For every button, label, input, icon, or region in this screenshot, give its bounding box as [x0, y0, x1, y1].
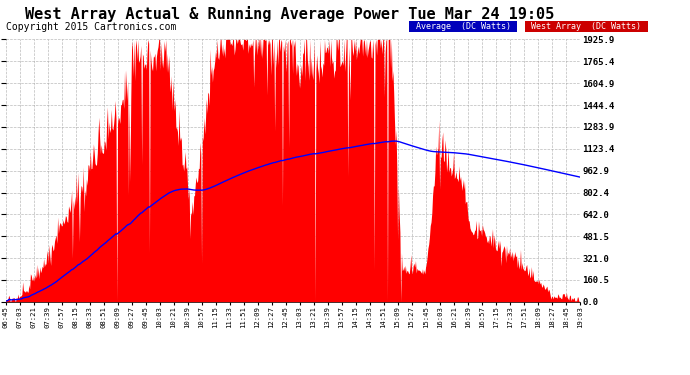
Text: West Array Actual & Running Average Power Tue Mar 24 19:05: West Array Actual & Running Average Powe… [25, 6, 555, 22]
Text: Copyright 2015 Cartronics.com: Copyright 2015 Cartronics.com [6, 22, 176, 32]
Text: Average  (DC Watts): Average (DC Watts) [411, 22, 515, 31]
Text: West Array  (DC Watts): West Array (DC Watts) [526, 22, 647, 31]
